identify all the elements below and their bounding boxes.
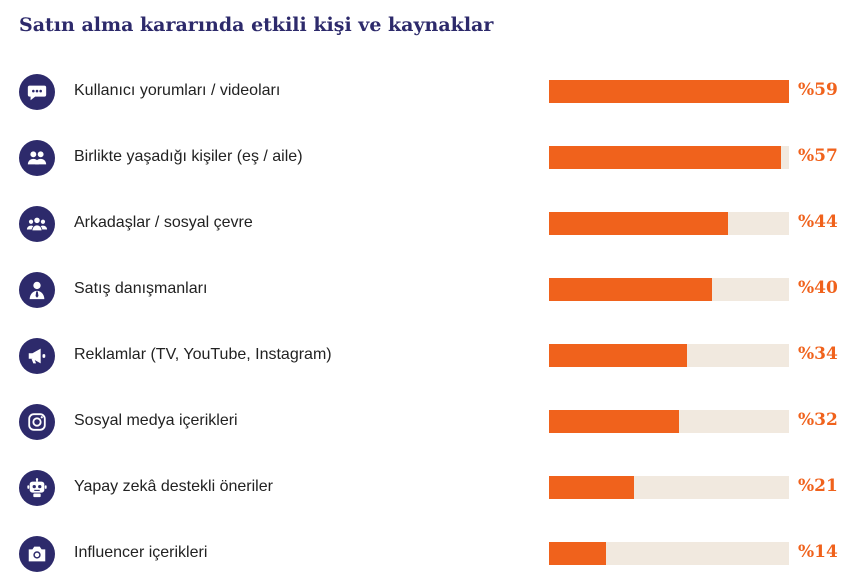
bar-track: [549, 410, 789, 433]
value-label: %44: [798, 212, 838, 232]
bar-row: Kullanıcı yorumları / videoları %59: [0, 70, 867, 114]
bar-row: Influencer içerikleri %14: [0, 532, 867, 576]
bar-row: Arkadaşlar / sosyal çevre %44: [0, 202, 867, 246]
category-label: Arkadaşlar / sosyal çevre: [74, 214, 253, 231]
category-label: Influencer içerikleri: [74, 544, 208, 561]
advisor-icon: [19, 272, 55, 308]
category-label: Yapay zekâ destekli öneriler: [74, 478, 273, 495]
category-label: Satış danışmanları: [74, 280, 208, 297]
category-label: Birlikte yaşadığı kişiler (eş / aile): [74, 148, 303, 165]
category-label: Reklamlar (TV, YouTube, Instagram): [74, 346, 332, 363]
category-label: Kullanıcı yorumları / videoları: [74, 82, 281, 99]
camera-icon: [19, 536, 55, 572]
bar-track: [549, 344, 789, 367]
bar: [549, 212, 728, 235]
bar-track: [549, 542, 789, 565]
value-label: %34: [798, 344, 838, 364]
bar: [549, 344, 688, 367]
bar-track: [549, 278, 789, 301]
bar: [549, 542, 606, 565]
value-label: %32: [798, 410, 838, 430]
bar-track: [549, 80, 789, 103]
bar: [549, 476, 635, 499]
megaphone-icon: [19, 338, 55, 374]
category-label: Sosyal medya içerikleri: [74, 412, 238, 429]
value-label: %40: [798, 278, 838, 298]
bar-row: Sosyal medya içerikleri %32: [0, 400, 867, 444]
bar: [549, 278, 712, 301]
instagram-icon: [19, 404, 55, 440]
bar-track: [549, 146, 789, 169]
value-label: %59: [798, 80, 838, 100]
bar-row: Satış danışmanları %40: [0, 268, 867, 312]
bar: [549, 410, 680, 433]
value-label: %14: [798, 542, 838, 562]
bar: [549, 146, 781, 169]
chart-title: Satın alma kararında etkili kişi ve kayn…: [19, 14, 494, 36]
group-icon: [19, 206, 55, 242]
bar-row: Yapay zekâ destekli öneriler %21: [0, 466, 867, 510]
bar-track: [549, 476, 789, 499]
robot-icon: [19, 470, 55, 506]
bar: [549, 80, 789, 103]
speech-bubble-icon: [19, 74, 55, 110]
bar-track: [549, 212, 789, 235]
value-label: %21: [798, 476, 838, 496]
bar-row: Birlikte yaşadığı kişiler (eş / aile) %57: [0, 136, 867, 180]
value-label: %57: [798, 146, 838, 166]
couple-icon: [19, 140, 55, 176]
bar-row: Reklamlar (TV, YouTube, Instagram) %34: [0, 334, 867, 378]
